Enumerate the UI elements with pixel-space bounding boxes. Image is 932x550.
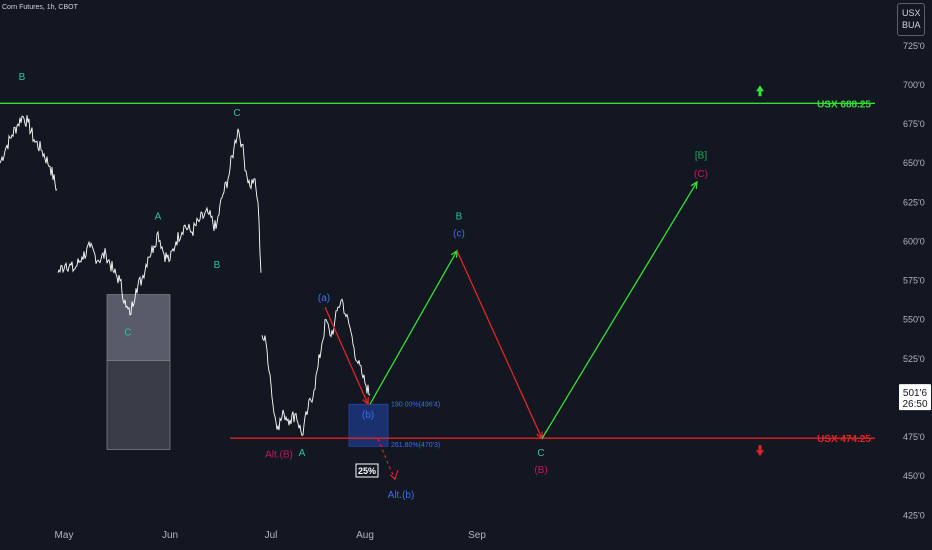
wave-label: (B) [534, 465, 547, 476]
wave-label: (c) [453, 229, 465, 240]
currency-unit-button[interactable]: USX BUA [897, 3, 925, 36]
wave-label: B [214, 260, 221, 271]
x-tick-label: Aug [356, 530, 374, 541]
projection-segment [456, 250, 543, 439]
y-tick-label: 475'0 [903, 432, 925, 442]
gray-box-lower [106, 360, 171, 450]
x-tick-label: Jul [265, 530, 278, 541]
fib-label: 261.80%(470'3) [391, 442, 440, 449]
y-tick-label: 600'0 [903, 236, 925, 246]
y-tick-label: 575'0 [903, 276, 925, 286]
x-tick-label: Jun [162, 530, 178, 541]
candle-countdown: 26:50 [902, 399, 927, 410]
percent-label: 25% [358, 466, 376, 476]
y-tick-label: 675'0 [903, 119, 925, 129]
blue-target-zone [348, 403, 389, 447]
y-tick-label: 725'0 [903, 41, 925, 51]
wave-label: (b) [362, 410, 374, 421]
y-tick-label: 425'0 [903, 510, 925, 520]
y-tick-label: 450'0 [903, 471, 925, 481]
y-tick-label: 525'0 [903, 354, 925, 364]
alt-arrowhead-icon [389, 469, 399, 481]
price-line [0, 115, 371, 437]
wave-label: B [19, 72, 26, 83]
x-tick-label: May [55, 530, 74, 541]
wave-label: C [124, 327, 131, 338]
down-arrow-icon [756, 445, 764, 457]
up-arrow-icon [756, 85, 764, 97]
projection-segment [369, 250, 458, 405]
wave-label: (C) [694, 169, 708, 180]
y-tick-label: 650'0 [903, 158, 925, 168]
projection-segment [541, 181, 698, 439]
arrowhead-icon [690, 180, 698, 189]
currency-line-1: USX [902, 8, 921, 18]
x-tick-label: Sep [468, 530, 486, 541]
wave-label: A [155, 211, 162, 222]
y-tick-label: 550'0 [903, 315, 925, 325]
percent-box [355, 463, 379, 478]
projection-segment [324, 306, 369, 405]
wave-label: Alt.(B) [265, 449, 293, 460]
level-label: USX 474.25 [817, 434, 871, 445]
level-label: USX 688.25 [817, 99, 871, 110]
fib-label: 190.00%(496'4) [391, 401, 440, 408]
current-price-tag [899, 384, 931, 411]
wave-label: C [537, 448, 544, 459]
arrowhead-icon [362, 397, 369, 406]
wave-label: (a) [318, 293, 330, 304]
wave-label: B [456, 211, 463, 222]
y-tick-label: 625'0 [903, 197, 925, 207]
wave-label: [B] [695, 150, 707, 161]
current-price-value: 501'6 [903, 388, 928, 399]
symbol-header: Corn Futures, 1h, CBOT [2, 4, 78, 11]
wave-label: C [233, 108, 240, 119]
wave-label: A [299, 448, 306, 459]
gray-box-upper [106, 294, 171, 361]
wave-label: Alt.(b) [388, 490, 415, 501]
currency-line-2: BUA [902, 20, 921, 30]
alt-path-dashed [377, 438, 396, 480]
y-tick-label: 700'0 [903, 80, 925, 90]
